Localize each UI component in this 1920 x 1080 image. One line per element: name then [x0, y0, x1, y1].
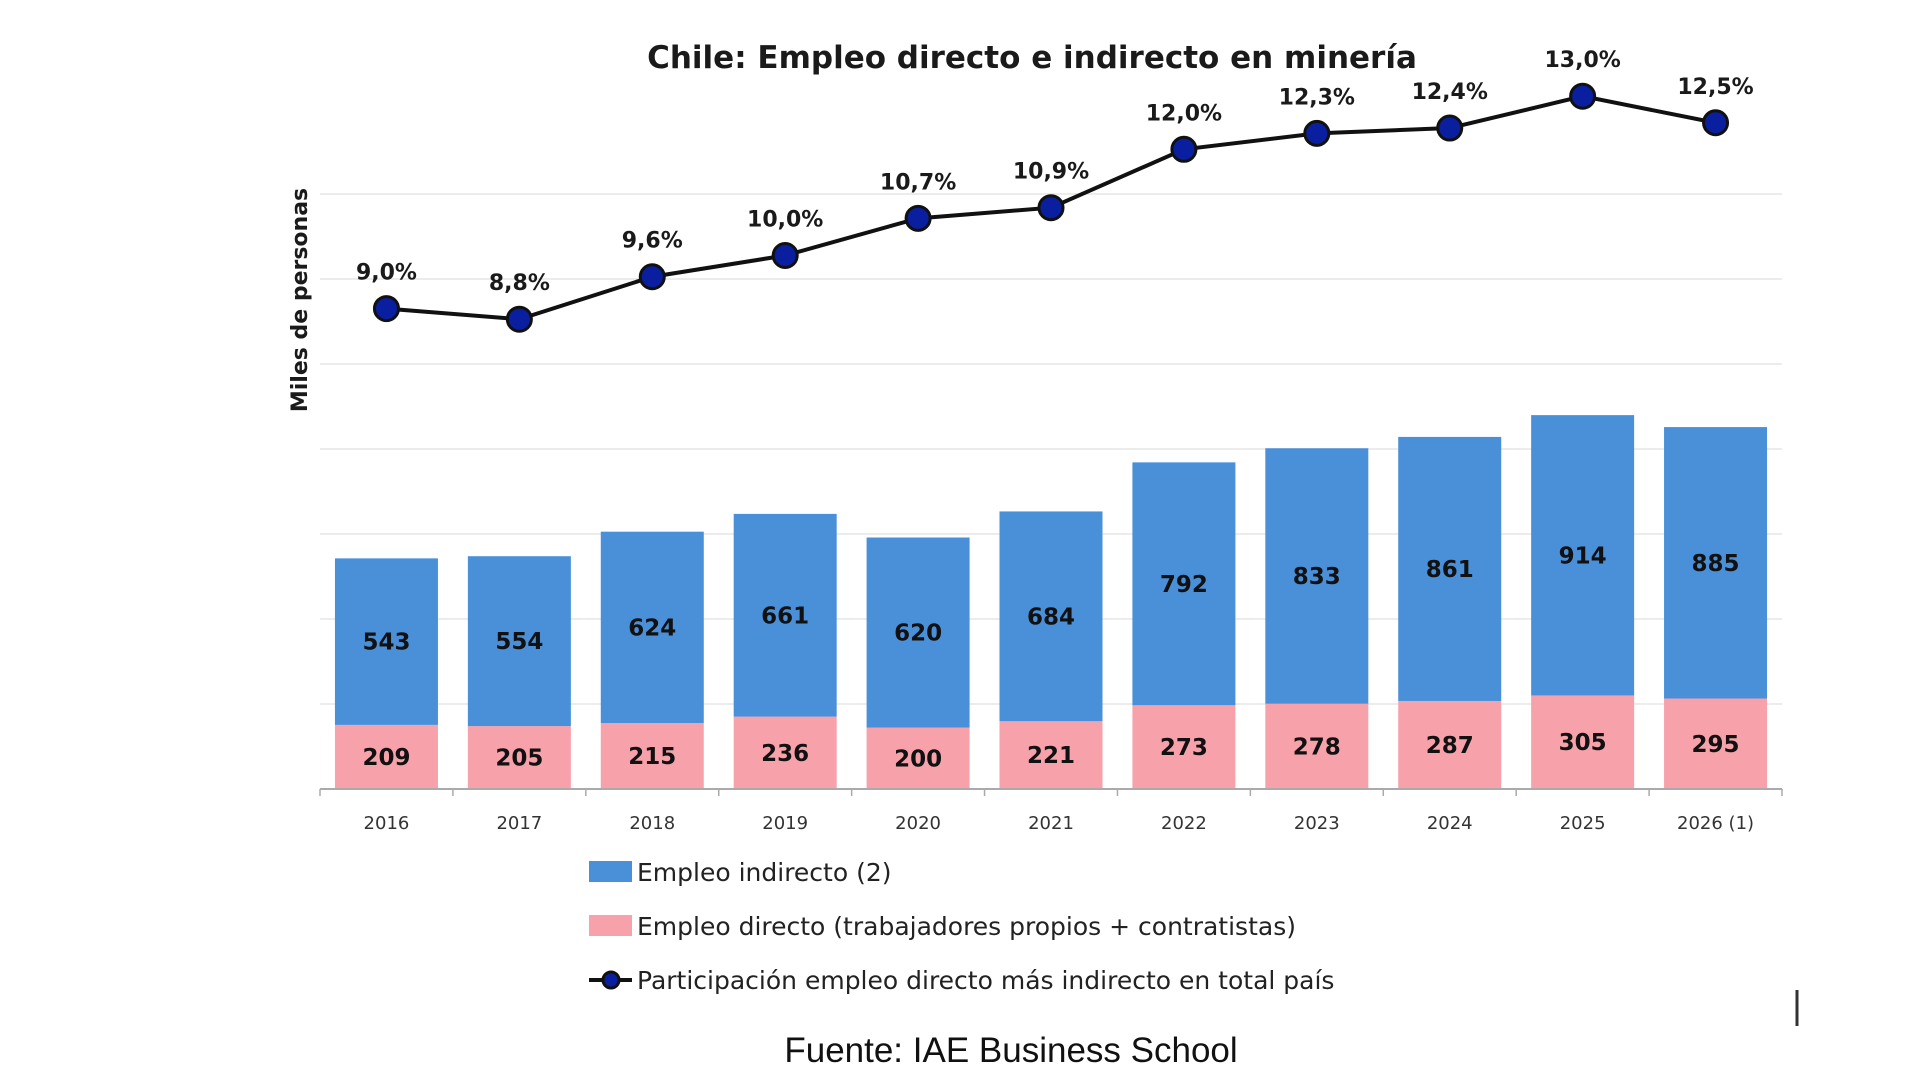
- bar-label-indirect: 554: [495, 629, 543, 655]
- share-point: [1569, 82, 1597, 110]
- bar-indirect: [467, 556, 571, 727]
- x-tick-labels: 2016 2017 2018 2019 2020 2021 2022 2023 2024 2025…: [364, 813, 1755, 834]
- x-tick-label: 2022: [1161, 813, 1207, 834]
- bar-label-indirect: 543: [362, 630, 410, 656]
- bar-label-indirect: 624: [628, 615, 676, 641]
- share-point: [1037, 194, 1065, 222]
- bar-direct: [999, 721, 1103, 789]
- share-point: [638, 263, 666, 291]
- bar-label-direct: 200: [894, 746, 942, 772]
- x-axis: [319, 788, 1783, 796]
- legend-line-marker: [601, 970, 621, 990]
- bar-indirect: [866, 537, 970, 728]
- share-label: 12,4%: [1412, 80, 1488, 105]
- bar-label-indirect: 684: [1027, 604, 1075, 630]
- legend-swatch-indirect: [589, 861, 632, 882]
- bar-indirect: [999, 511, 1103, 722]
- x-tick-label: 2016: [364, 813, 410, 834]
- bar-direct: [1132, 705, 1236, 789]
- bar-label-direct: 273: [1160, 735, 1208, 761]
- x-tick-label: 2023: [1294, 813, 1340, 834]
- bar-direct: [600, 723, 704, 789]
- bar-indirect: [1664, 427, 1768, 699]
- bar-indirect: [600, 531, 704, 724]
- bar-labels: 209 543 205 554 215 624 236 661 200 620 221 684 273 7…: [362, 543, 1739, 772]
- x-tick-label: 2018: [629, 813, 675, 834]
- bar-direct: [334, 724, 438, 789]
- bar-label-direct: 278: [1293, 734, 1341, 760]
- share-label: 9,0%: [356, 261, 417, 286]
- legend-label-direct: Empleo directo (trabajadores propios + c…: [637, 912, 1296, 941]
- bar-indirect: [733, 513, 837, 717]
- bar-label-direct: 221: [1027, 743, 1075, 769]
- share-point: [372, 295, 400, 323]
- bar-label-direct: 236: [761, 741, 809, 767]
- y-axis-label: Miles de personas: [288, 188, 313, 412]
- x-tick-label: 2021: [1028, 813, 1074, 834]
- x-tick-label: 2020: [895, 813, 941, 834]
- share-label: 12,3%: [1279, 85, 1355, 110]
- x-tick-label: 2026 (1): [1677, 813, 1754, 834]
- x-tick-label: 2025: [1560, 813, 1606, 834]
- bar-label-indirect: 885: [1692, 551, 1740, 577]
- share-point: [771, 242, 799, 269]
- bar-label-indirect: 661: [761, 603, 809, 629]
- bar-direct: [1664, 698, 1768, 789]
- bar-direct: [866, 727, 970, 789]
- share-label: 12,0%: [1146, 101, 1222, 126]
- bar-indirect: [334, 558, 438, 725]
- legend-label-share: Participación empleo directo más indirec…: [637, 966, 1334, 995]
- x-tick-label: 2024: [1427, 813, 1473, 834]
- share-point: [904, 204, 932, 232]
- share-label: 9,6%: [622, 229, 683, 254]
- bars: [334, 415, 1768, 789]
- share-point: [1702, 109, 1730, 137]
- legend-label-indirect: Empleo indirecto (2): [637, 858, 892, 887]
- chart-title: Chile: Empleo directo e indirecto en min…: [647, 40, 1417, 76]
- x-tick-label: 2019: [762, 813, 808, 834]
- bar-indirect: [1531, 415, 1635, 696]
- share-point: [1436, 114, 1464, 142]
- bar-label-indirect: 833: [1293, 564, 1341, 590]
- share-label: 10,0%: [747, 208, 823, 233]
- bar-direct: [1531, 695, 1635, 789]
- share-label: 10,7%: [880, 170, 956, 195]
- bar-label-indirect: 914: [1559, 543, 1607, 569]
- bar-direct: [467, 726, 571, 789]
- bar-label-direct: 205: [495, 746, 543, 772]
- share-point: [1303, 119, 1331, 147]
- legend-swatch-direct: [589, 915, 632, 936]
- bar-indirect: [1398, 436, 1502, 701]
- bar-direct: [1398, 700, 1502, 789]
- bar-label-direct: 209: [362, 745, 410, 771]
- source-note: Fuente: IAE Business School: [784, 1031, 1237, 1070]
- bar-label-direct: 295: [1692, 732, 1740, 758]
- bar-indirect: [1132, 462, 1236, 706]
- bar-label-indirect: 861: [1426, 557, 1474, 583]
- share-labels: 9,0% 8,8% 9,6% 10,0% 10,7% 10,9% 12,0% 12,3% 12,…: [356, 48, 1754, 296]
- share-label: 8,8%: [489, 271, 550, 296]
- bar-indirect: [1265, 448, 1369, 704]
- share-point: [505, 305, 533, 333]
- x-tick-label: 2017: [496, 813, 542, 834]
- bar-direct: [1265, 703, 1369, 789]
- bar-label-indirect: 620: [894, 621, 942, 647]
- bar-label-direct: 215: [628, 744, 676, 770]
- share-label: 12,5%: [1677, 75, 1753, 100]
- bar-label-indirect: 792: [1160, 572, 1208, 598]
- bar-direct: [733, 716, 837, 789]
- share-point: [1170, 135, 1198, 163]
- share-label: 13,0%: [1544, 48, 1620, 73]
- legend: Empleo indirecto (2) Empleo directo (tra…: [589, 858, 1334, 995]
- bar-label-direct: 305: [1559, 730, 1607, 756]
- share-label: 10,9%: [1013, 160, 1089, 185]
- bar-label-direct: 287: [1426, 733, 1474, 759]
- share-line: [372, 82, 1730, 333]
